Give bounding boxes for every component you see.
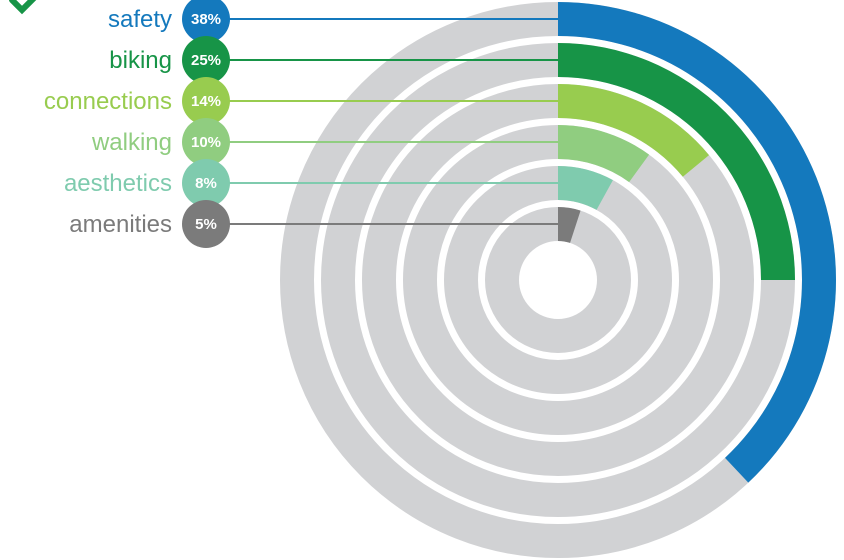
bar-connections: [558, 84, 710, 177]
data-label-safety: 38%: [191, 11, 221, 28]
bar-safety: [558, 2, 836, 483]
badge-amenities: [182, 200, 230, 248]
bar-aesthetics: [558, 166, 613, 210]
bar-walking: [558, 125, 650, 183]
chevron-arrow-icon: [9, 0, 37, 15]
badge-biking: [182, 36, 230, 84]
badge-safety: [182, 0, 230, 43]
bar-amenities: [558, 207, 581, 243]
percent-badges: 38% 25% 14% 10% 8% 5%: [182, 0, 230, 248]
category-label-biking: biking: [109, 47, 172, 74]
category-label-connections: connections: [44, 88, 172, 115]
category-labels: safety biking connections walking aesthetics…: [44, 6, 172, 238]
leader-lines: [206, 18, 558, 225]
badge-connections: [182, 77, 230, 125]
value-arcs: [558, 2, 836, 483]
badge-aesthetics: [182, 159, 230, 207]
bar-biking: [558, 43, 795, 280]
data-label-amenities: 5%: [195, 216, 217, 233]
data-label-walking: 10%: [191, 134, 221, 151]
data-label-biking: 25%: [191, 52, 221, 69]
data-label-aesthetics: 8%: [195, 175, 217, 192]
badge-walking: [182, 118, 230, 166]
category-label-amenities: amenities: [69, 211, 172, 238]
data-label-connections: 14%: [191, 93, 221, 110]
category-label-safety: safety: [108, 6, 172, 33]
category-label-aesthetics: aesthetics: [64, 170, 172, 197]
category-label-walking: walking: [91, 129, 172, 156]
